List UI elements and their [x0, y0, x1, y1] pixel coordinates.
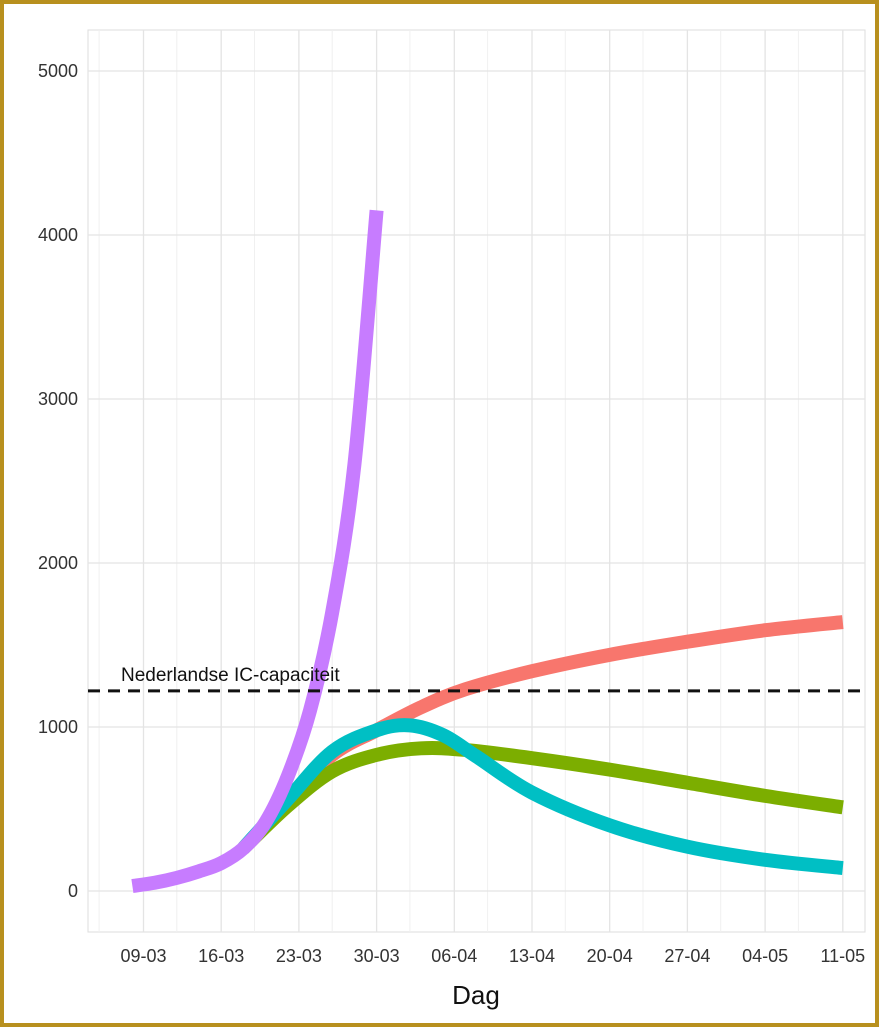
x-tick-label: 11-05: [820, 946, 865, 966]
series-line: [238, 718, 844, 876]
x-tick-label: 23-03: [276, 946, 322, 966]
x-tick-label: 30-03: [354, 946, 400, 966]
x-axis-title: Dag: [452, 980, 500, 1010]
y-tick-label: 0: [68, 881, 78, 901]
x-tick-label: 20-04: [587, 946, 633, 966]
y-axis: 0 1000 2000 3000 4000 5000: [38, 61, 78, 901]
x-tick-label: 13-04: [509, 946, 555, 966]
x-tick-label: 27-04: [664, 946, 710, 966]
y-tick-label: 4000: [38, 225, 78, 245]
y-tick-label: 3000: [38, 389, 78, 409]
series-line: [131, 209, 384, 894]
x-tick-label: 04-05: [742, 946, 788, 966]
grid: [88, 30, 865, 932]
x-axis: 09-03 16-03 23-03 30-03 06-04 13-04 20-04 27-04…: [120, 946, 865, 966]
y-tick-label: 5000: [38, 61, 78, 81]
series-layer: [131, 209, 844, 894]
capacity-label: Nederlandse IC-capaciteit: [121, 665, 340, 686]
plot-panel: [87, 29, 866, 933]
x-tick-label: 16-03: [198, 946, 244, 966]
y-tick-label: 1000: [38, 717, 78, 737]
x-tick-label: 06-04: [431, 946, 477, 966]
y-tick-label: 2000: [38, 553, 78, 573]
x-tick-label: 09-03: [120, 946, 166, 966]
